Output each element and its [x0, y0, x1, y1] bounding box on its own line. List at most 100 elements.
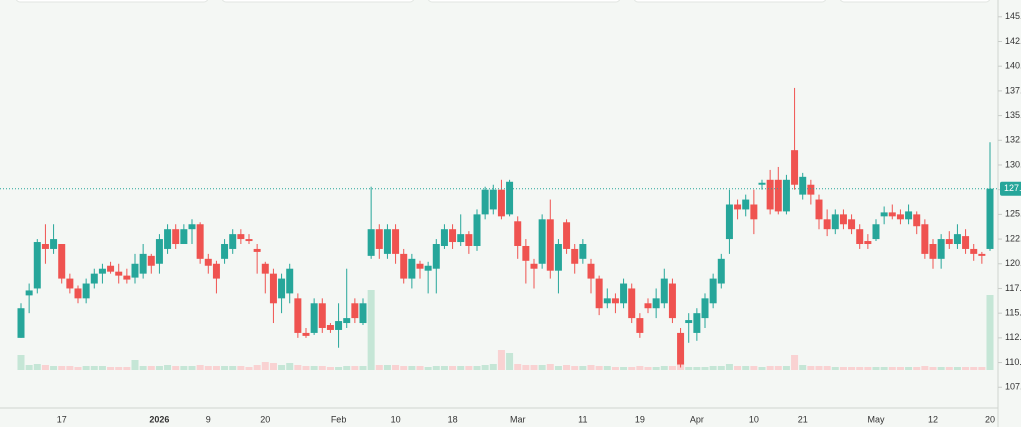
volume-bar: [294, 365, 302, 370]
volume-bar: [807, 366, 815, 370]
volume-bar: [742, 366, 750, 370]
volume-bar: [831, 367, 839, 370]
volume-bar: [815, 366, 823, 370]
volume-bar: [782, 366, 790, 370]
volume-bar: [131, 360, 139, 370]
candle-body: [497, 189, 505, 217]
candle-body: [204, 258, 212, 266]
volume-bar: [98, 366, 106, 370]
tab[interactable]: [221, 0, 415, 3]
candle-body: [473, 214, 481, 246]
volume-bar: [758, 367, 766, 370]
candle-body: [416, 263, 424, 269]
candle-body: [359, 303, 367, 324]
candle-body: [864, 241, 872, 245]
volume-bar: [74, 367, 82, 370]
volume-bar: [457, 366, 465, 370]
volume-bar: [522, 365, 530, 370]
candle-body: [33, 242, 41, 289]
volume-bar: [302, 366, 310, 370]
volume-bar: [253, 365, 261, 370]
volume-bar: [481, 365, 489, 370]
candle-body: [506, 181, 514, 215]
volume-bar: [620, 367, 628, 370]
volume-bar: [530, 365, 538, 370]
candle-body: [766, 179, 774, 210]
volume-bar: [465, 366, 473, 370]
candle-body: [522, 245, 530, 261]
x-tick-label: 9: [206, 414, 211, 424]
volume-bar: [58, 366, 66, 370]
volume-bar: [123, 367, 131, 370]
x-tick-label: 20: [985, 414, 995, 424]
candle-body: [196, 224, 204, 259]
candle-body: [440, 229, 448, 246]
candle-body: [318, 303, 326, 328]
volume-bar: [921, 366, 929, 370]
volume-bar: [335, 367, 343, 370]
volume-bar: [172, 366, 180, 370]
volume-bar: [685, 367, 693, 370]
x-tick-label: 19: [635, 414, 645, 424]
candle-body: [611, 298, 619, 304]
volume-bar: [473, 366, 481, 370]
candle-body: [660, 278, 668, 304]
volume-bar: [115, 367, 123, 370]
candle-body: [245, 239, 253, 242]
x-tick-label: 11: [578, 414, 587, 424]
volume-bar: [628, 367, 636, 370]
volume-bar: [416, 366, 424, 370]
tab[interactable]: [839, 0, 991, 3]
volume-bar: [953, 367, 961, 370]
tab[interactable]: [15, 0, 209, 3]
volume-bar: [839, 367, 847, 370]
volume-bar: [717, 366, 725, 370]
volume-bar: [359, 366, 367, 370]
candle-body: [294, 298, 302, 333]
candle-body: [343, 318, 351, 324]
volume-bar: [579, 366, 587, 370]
candle-body: [530, 263, 538, 269]
volume-bar: [644, 367, 652, 370]
volume-bar: [278, 365, 286, 370]
volume-bar: [489, 364, 497, 370]
tab[interactable]: [427, 0, 621, 3]
candle-body: [734, 204, 742, 210]
candle-body: [155, 239, 163, 264]
candle-body: [172, 229, 180, 245]
y-tick-label: 122.5: [1005, 233, 1021, 243]
volume-bar: [962, 367, 970, 370]
candle-body: [58, 244, 66, 279]
candle-body: [799, 176, 807, 195]
candle-body: [905, 211, 913, 220]
candle-body: [41, 244, 49, 249]
candle-body: [595, 278, 603, 309]
candle-body: [489, 189, 497, 210]
candle-body: [888, 212, 896, 217]
candle-body: [481, 189, 489, 215]
volume-bar: [896, 367, 904, 370]
candle-body: [269, 273, 277, 304]
y-tick-label: 125.0: [1005, 209, 1021, 219]
volume-bar: [440, 366, 448, 370]
volume-bar: [204, 366, 212, 370]
volume-bar: [424, 367, 432, 370]
volume-bar: [660, 366, 668, 370]
volume-bar: [66, 366, 74, 370]
volume-bar: [571, 366, 579, 370]
candle-body: [848, 219, 856, 230]
y-tick-label: 142.5: [1005, 36, 1021, 46]
volume-bar: [25, 365, 33, 370]
candle-body: [839, 214, 847, 225]
candle-body: [261, 263, 269, 274]
tab[interactable]: [633, 0, 827, 3]
candle-body: [237, 234, 245, 240]
volume-bar: [164, 365, 172, 370]
volume-bar: [383, 365, 391, 370]
volume-bar: [986, 295, 994, 370]
volume-bar: [351, 366, 359, 370]
candle-body: [278, 278, 286, 299]
candle-body: [962, 236, 970, 249]
volume-bar: [107, 367, 115, 370]
